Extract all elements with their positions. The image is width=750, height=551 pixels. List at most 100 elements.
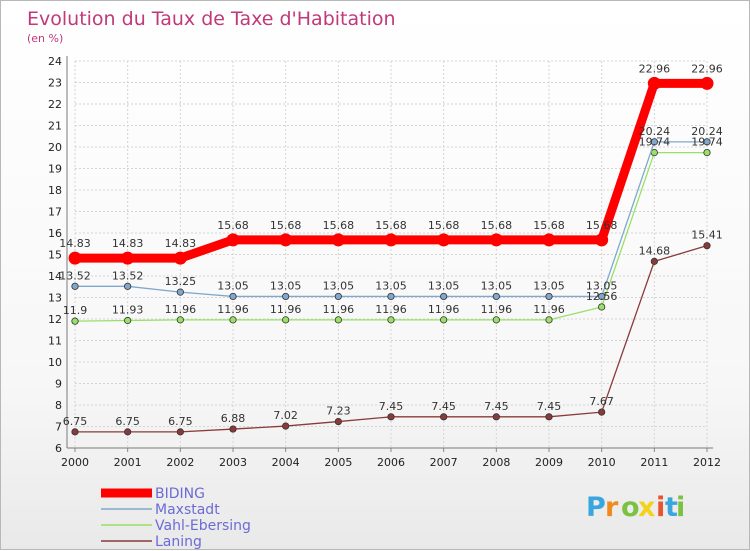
data-point [703,242,711,250]
data-point [492,413,500,421]
data-point [492,292,500,301]
data-point [489,233,503,247]
data-label: 15.68 [270,219,302,232]
y-tick-label: 20 [48,141,62,154]
legend-label: BIDING [155,486,205,502]
data-point [331,233,345,247]
series-lines [68,76,714,436]
data-labels: 14.83 14.83 14.83 15.68 15.68 15.68 15.68 15.68… [59,62,723,428]
chart-subtitle: (en %) [27,32,63,45]
data-label: 11.96 [270,303,302,316]
logo-letter: i [676,492,685,523]
chart-title: Evolution du Taux de Taxe d'Habitation [27,8,396,30]
data-label: 11.96 [481,303,513,316]
y-tick-label: 24 [48,55,62,68]
data-point [598,292,606,301]
data-point [650,257,658,265]
y-tick-label: 13 [48,292,62,305]
data-label: 13.05 [533,279,565,292]
logo-letter: t [665,492,678,523]
data-point [440,316,448,324]
x-tick-label: 2008 [482,456,510,469]
data-point [545,316,553,324]
data-label: 7.45 [484,400,509,413]
data-point [387,413,395,421]
data-point [703,148,711,157]
data-point [334,417,342,426]
data-label: 13.05 [586,279,618,292]
data-label: 20.24 [691,125,723,138]
axes: 6 7 8 9 10 11 12 13 14 15 16 17 18 19 20 21 22 23 24 2000 20… [48,55,721,469]
data-label: 14.83 [59,237,91,250]
data-label: 12.56 [586,290,618,303]
data-point [282,292,290,301]
data-label: 6.75 [168,415,193,428]
data-label: 6.75 [63,415,88,428]
data-point [492,316,500,324]
data-point [282,316,290,324]
y-tick-label: 14 [48,270,62,283]
data-label: 13.05 [323,279,355,292]
data-label: 7.45 [431,400,456,413]
y-tick-label: 22 [48,98,62,111]
x-tick-label: 2000 [61,456,89,469]
data-label: 11.96 [375,303,407,316]
data-point [334,292,342,301]
data-label: 13.52 [59,269,91,282]
data-point [226,233,240,247]
data-label: 15.68 [375,219,407,232]
data-point [647,76,661,90]
data-label: 14.83 [165,237,197,250]
data-label: 13.05 [428,279,460,292]
data-label: 15.68 [586,219,618,232]
data-point [595,233,609,247]
data-label: 11.96 [428,303,460,316]
data-point [440,413,448,421]
y-tick-label: 6 [55,442,62,455]
data-point [598,408,606,416]
legend-label: Maxstadt [155,502,220,518]
data-point [124,428,132,436]
data-label: 22.96 [639,62,671,75]
y-tick-label: 7 [55,421,62,434]
data-point [279,233,293,247]
data-label: 14.68 [639,244,671,257]
data-label: 11.96 [217,303,249,316]
y-tick-label: 8 [55,399,62,412]
data-label: 11.96 [533,303,565,316]
data-point [440,292,448,301]
data-label: 15.68 [428,219,460,232]
data-label: 13.05 [375,279,407,292]
data-point [229,316,237,324]
logo-letter: r [605,492,619,523]
data-point [703,138,711,146]
x-tick-label: 2012 [693,456,721,469]
data-label: 15.68 [533,219,565,232]
y-tick-label: 18 [48,184,62,197]
data-point [545,292,553,301]
data-label: 7.02 [273,409,298,422]
data-label: 15.68 [217,219,249,232]
data-label: 22.96 [691,62,723,75]
data-label: 7.45 [537,400,562,413]
data-point [173,251,187,265]
x-tick-label: 2010 [588,456,616,469]
data-point [387,292,395,301]
data-label: 13.25 [165,275,197,288]
data-point [68,251,82,265]
data-point [384,233,398,247]
y-tick-label: 15 [48,249,62,262]
data-label: 11.9 [63,304,88,317]
data-point [229,425,237,433]
logo-letter: i [656,492,665,523]
data-label: 13.52 [112,269,144,282]
data-label: 15.41 [691,229,723,242]
data-label: 13.05 [217,279,249,292]
x-tick-label: 2007 [430,456,458,469]
data-point [176,316,184,324]
data-label: 7.67 [589,395,614,408]
x-tick-label: 2001 [114,456,142,469]
data-label: 19.74 [691,136,723,149]
